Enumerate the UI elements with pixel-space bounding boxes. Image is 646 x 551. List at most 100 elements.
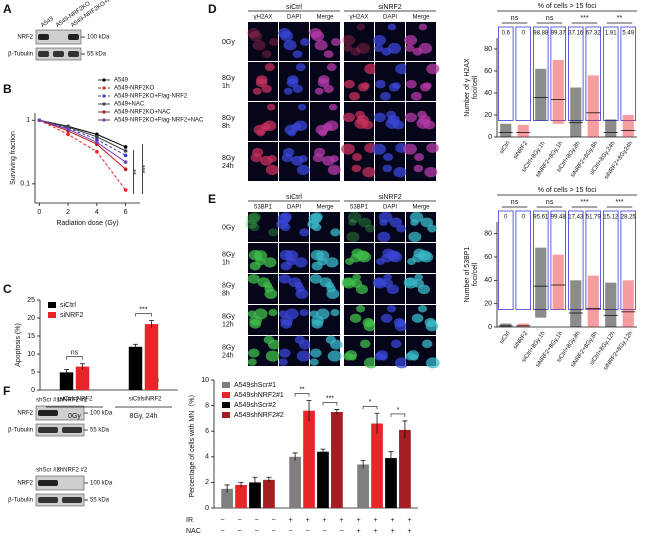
nucleus — [359, 339, 371, 349]
y-tick-label: 20 — [484, 301, 492, 308]
nucleus — [342, 277, 354, 287]
nucleus — [326, 63, 337, 72]
nucleus — [325, 335, 336, 344]
row-label: 8Gy — [222, 282, 235, 289]
nucleus — [386, 305, 397, 313]
nucleus — [263, 257, 277, 268]
nucleus — [404, 35, 418, 46]
nucleus — [365, 224, 375, 233]
nucleus — [343, 44, 353, 52]
legend-swatch — [222, 392, 230, 398]
y-tick-label: 15 — [27, 333, 35, 340]
error-bar — [224, 484, 230, 493]
row-mark: + — [322, 517, 326, 524]
channel-label: γH2AX — [254, 15, 273, 21]
dot-cloud — [500, 123, 512, 137]
nucleus — [406, 79, 417, 89]
blot-marker: 55 kDa — [90, 498, 110, 504]
nucleus — [247, 27, 260, 39]
row-mark: − — [322, 528, 326, 535]
nucleus — [268, 308, 278, 317]
legend-label: A549shScr#2 — [234, 402, 276, 409]
y-tick-label: 0 — [205, 505, 209, 512]
nucleus — [408, 231, 422, 243]
y-tick-label: 60 — [484, 254, 492, 261]
nucleus — [426, 63, 440, 75]
nucleus — [255, 78, 268, 88]
legend-label: siNRF2 — [60, 312, 83, 319]
nucleus — [420, 217, 434, 228]
blot-row-label: β-Tubulin — [8, 52, 33, 58]
point — [95, 140, 99, 145]
panel-label: F — [3, 384, 10, 398]
significance-label: ns — [71, 350, 79, 357]
legend-label: A549 — [114, 78, 129, 84]
nucleus — [351, 164, 362, 173]
dot-cloud — [517, 124, 529, 137]
panel-label: A — [3, 2, 12, 16]
point — [95, 137, 99, 142]
chart-title: % of cells > 15 foci — [538, 3, 597, 10]
x-tick-label: 0Gy — [68, 413, 81, 420]
nucleus — [394, 357, 409, 369]
nucleus — [356, 42, 371, 54]
bar — [263, 479, 275, 508]
channel-label: DAPI — [287, 15, 301, 21]
significance-label: *** — [615, 199, 623, 206]
row-label: 24h — [222, 163, 234, 170]
error-bar — [80, 363, 85, 370]
y-axis-label: Surviving fraction — [10, 131, 17, 185]
nucleus — [323, 84, 334, 93]
nucleus — [410, 91, 422, 101]
nucleus — [383, 273, 392, 281]
row-label: 1h — [222, 83, 230, 90]
nucleus — [280, 261, 292, 271]
nucleus — [412, 47, 423, 56]
micrograph — [248, 22, 278, 61]
nucleus — [410, 219, 419, 226]
percent-label: 67.32 — [586, 31, 602, 37]
y-tick-label: 5 — [31, 369, 35, 376]
significance-label: ns — [511, 15, 519, 22]
nucleus — [265, 164, 279, 176]
nucleus — [327, 164, 341, 176]
row-label: 8Gy — [222, 155, 235, 162]
bar-label: siNRF2 — [72, 397, 93, 403]
nucleus — [361, 82, 370, 90]
error-bar — [266, 476, 272, 483]
nucleus — [248, 249, 263, 261]
panel-label: D — [208, 2, 217, 16]
bar — [235, 484, 247, 508]
row-mark: + — [390, 528, 394, 535]
significance-label: ** — [133, 169, 140, 175]
blot-marker: 55 kDa — [87, 52, 107, 58]
nucleus — [309, 273, 322, 284]
y-axis-label: foci/cell — [472, 75, 479, 99]
percent-label: 5.49 — [622, 31, 634, 37]
nucleus — [355, 110, 365, 119]
error-bar — [252, 476, 258, 488]
row-mark: − — [254, 517, 258, 524]
series-line — [39, 119, 126, 163]
channel-label: 53BP1 — [254, 205, 273, 211]
y-tick-label: 40 — [484, 90, 492, 97]
nucleus — [374, 44, 384, 52]
percent-label: 37.16 — [568, 31, 584, 37]
dot-cloud — [517, 323, 529, 327]
channel-label: Merge — [316, 205, 334, 211]
threshold-box — [568, 26, 584, 121]
x-tick-label: 6 — [124, 209, 128, 216]
lane-label: shNRF2 #2 — [57, 468, 88, 474]
nucleus — [386, 110, 396, 119]
threshold-box — [585, 26, 602, 121]
row-mark: + — [356, 528, 360, 535]
x-tick-label: 2 — [66, 209, 70, 216]
nucleus — [249, 212, 261, 222]
y-tick-label: 10 — [201, 377, 209, 384]
y-tick-label: 40 — [484, 277, 492, 284]
nucleus — [325, 257, 339, 268]
significance-bracket — [66, 356, 83, 360]
lane-label: shScr #2 — [36, 468, 60, 474]
dot-cloud — [552, 254, 564, 310]
nucleus — [249, 30, 263, 42]
